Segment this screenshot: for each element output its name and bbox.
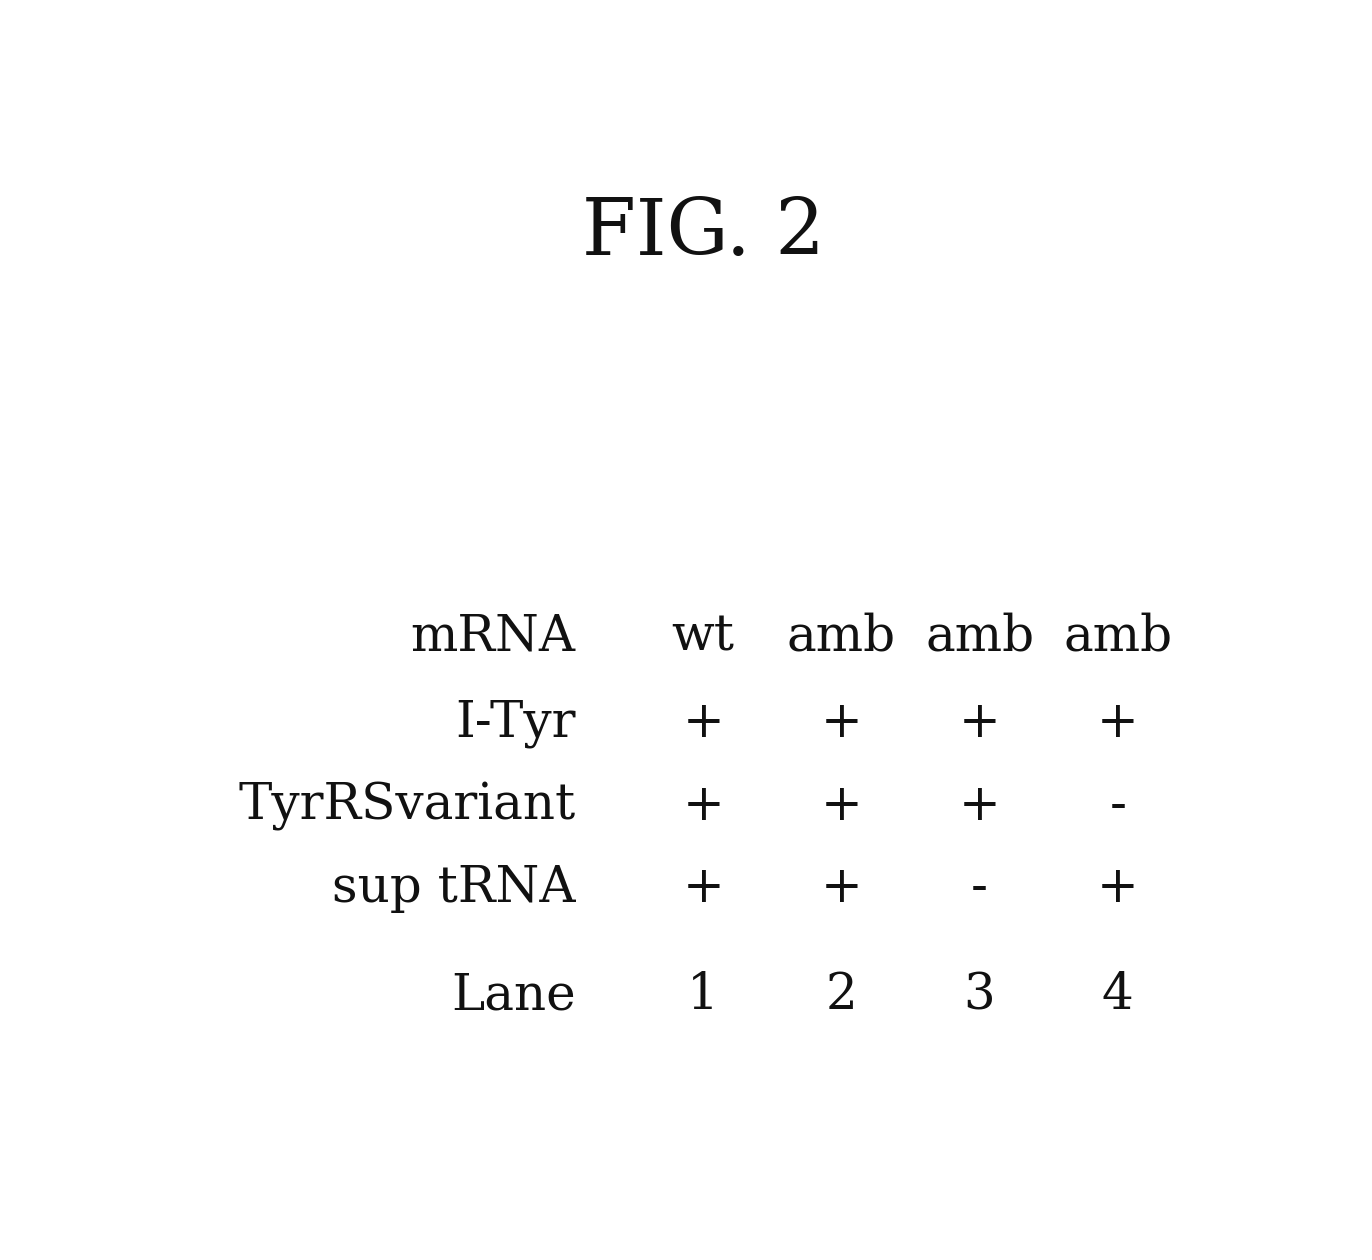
Text: +: + [1098, 864, 1139, 913]
Text: 3: 3 [963, 970, 996, 1021]
Text: +: + [682, 699, 724, 748]
Text: +: + [682, 864, 724, 913]
Text: amb: amb [1063, 611, 1173, 662]
Text: +: + [820, 864, 862, 913]
Text: -: - [971, 864, 988, 913]
Text: +: + [682, 781, 724, 830]
Text: +: + [959, 781, 1000, 830]
Text: amb: amb [786, 611, 896, 662]
Text: 1: 1 [687, 970, 719, 1021]
Text: 2: 2 [826, 970, 858, 1021]
Text: 4: 4 [1102, 970, 1133, 1021]
Text: Lane: Lane [451, 970, 576, 1021]
Text: mRNA: mRNA [410, 611, 576, 662]
Text: amb: amb [925, 611, 1034, 662]
Text: sup tRNA: sup tRNA [332, 864, 576, 913]
Text: -: - [1110, 781, 1126, 830]
Text: +: + [820, 781, 862, 830]
Text: wt: wt [672, 611, 734, 662]
Text: I-Tyr: I-Tyr [456, 699, 576, 748]
Text: +: + [820, 699, 862, 748]
Text: FIG. 2: FIG. 2 [582, 195, 825, 271]
Text: TyrRSvariant: TyrRSvariant [239, 781, 576, 830]
Text: +: + [1098, 699, 1139, 748]
Text: +: + [959, 699, 1000, 748]
